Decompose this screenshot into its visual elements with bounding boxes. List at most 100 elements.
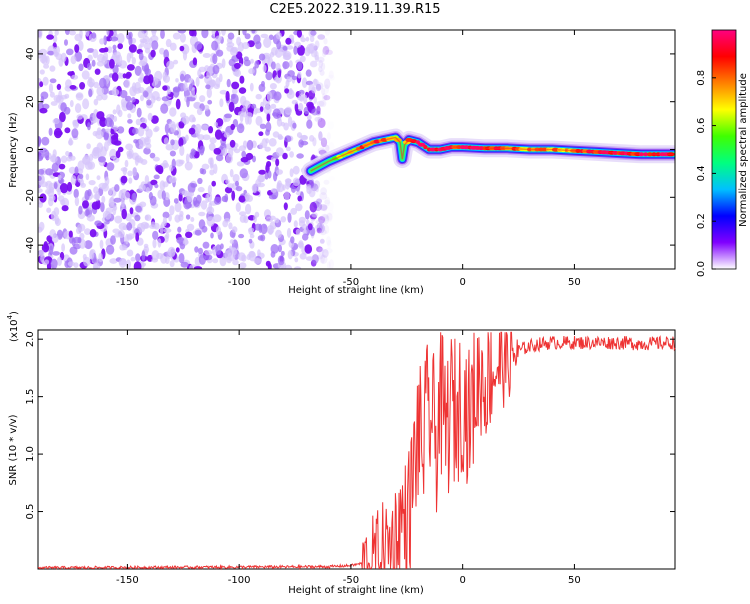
spectrogram-noise-cell — [152, 238, 157, 249]
spectrogram-noise-cell — [236, 161, 245, 167]
spectrogram-noise-cell — [49, 78, 57, 84]
spectrogram-noise-cell — [204, 254, 213, 261]
spectrogram-noise-cell — [92, 48, 99, 59]
spectrogram-noise-cell — [322, 205, 328, 212]
spectrogram-noise-cell — [144, 68, 151, 76]
spectrogram-noise-cell — [320, 137, 328, 148]
spectrogram-noise-cell — [315, 83, 322, 92]
spectrogram-noise-cell — [129, 207, 134, 215]
spectrogram-noise-cell — [268, 138, 277, 147]
spectrogram-noise-cell — [185, 202, 193, 209]
spectrogram-noise-cell — [186, 96, 190, 108]
spectrogram-noise-cell — [125, 101, 134, 111]
spectrogram-noise-cell — [39, 181, 49, 188]
spectrogram-noise-cell — [292, 177, 300, 187]
spectrogram-noise-cell — [145, 187, 150, 193]
spectrogram-noise-cell — [321, 213, 329, 220]
spectrogram-noise-cell — [214, 121, 219, 127]
spectrogram-noise-cell — [280, 216, 287, 223]
spectrogram-noise-cell — [170, 123, 177, 133]
spectrogram-noise-cell — [88, 180, 96, 186]
spectrogram-noise-cell — [60, 52, 67, 63]
colorbar-tick-label: 0.6 — [696, 118, 707, 134]
spectrogram-noise-cell — [329, 176, 335, 181]
spectrogram-noise-cell — [298, 89, 305, 96]
spectrogram-noise-cell — [180, 112, 187, 119]
spectrogram-noise-cell — [74, 103, 82, 114]
spectrogram-noise-cell — [224, 186, 233, 194]
spectrogram-noise-cell — [82, 200, 89, 209]
spectrogram-noise-cell — [244, 33, 251, 40]
spectrogram-noise-cell — [77, 223, 86, 232]
colorbar-tick-label: 0.2 — [696, 213, 707, 229]
spectrogram-noise-cell — [212, 64, 220, 75]
spectrogram-noise-cell — [81, 70, 90, 80]
spectrogram-noise-cell — [38, 136, 41, 147]
spectrogram-y-label: Frequency (Hz) — [8, 112, 19, 188]
spectrogram-noise-cell — [258, 131, 264, 136]
spectrogram-noise-cell — [211, 180, 216, 187]
spectrogram-noise-cell — [232, 259, 239, 266]
spectrogram-noise-cell — [315, 185, 319, 193]
spectrogram-noise-cell — [326, 213, 333, 221]
spectrogram-noise-cell — [66, 48, 74, 56]
spectrogram-noise-cell — [176, 236, 185, 244]
spectrogram-noise-cell — [49, 245, 53, 256]
snr-x-ticks: -150 -100 -50 0 50 — [116, 330, 581, 586]
colorbar-label: Normalized spectral amplitude — [738, 73, 749, 227]
spectrogram-noise-cell — [44, 149, 50, 159]
spectrogram-noise-cell — [213, 214, 222, 223]
spectrogram-noise-cell — [128, 177, 133, 184]
spectrogram-noise-cell — [309, 135, 315, 142]
spectrogram-noise-cell — [230, 93, 236, 100]
spectrogram-y-ticks: -40 -20 0 20 40 — [25, 48, 675, 253]
spectrogram-noise-cell — [143, 42, 152, 50]
spectrogram-noise-cell — [204, 75, 213, 84]
spectrogram-noise-cell — [49, 155, 58, 163]
spectrogram-noise-cell — [94, 68, 101, 75]
spectrogram-noise-cell — [215, 226, 222, 236]
spectrogram-noise-cell — [254, 60, 260, 69]
spectrogram-noise-cell — [131, 192, 137, 203]
spectrogram-noise-cell — [287, 212, 292, 223]
spectrogram-noise-cell — [117, 229, 125, 239]
spectrogram-noise-cell — [324, 215, 330, 222]
spectrogram-noise-cell — [317, 118, 326, 128]
spectrogram-noise-cell — [219, 89, 228, 95]
spectrogram-noise-cell — [295, 228, 301, 236]
spectrogram-noise-cell — [68, 137, 73, 146]
spectrogram-noise-cell — [227, 183, 235, 189]
spectrogram-noise-cell — [291, 75, 297, 81]
spectrogram-noise-cell — [248, 68, 255, 75]
spectrogram-noise-cell — [250, 58, 254, 64]
spectrogram-noise-cell — [182, 50, 188, 61]
spectrogram-noise-cell — [284, 106, 292, 116]
spectrogram-noise-cell — [229, 139, 236, 148]
spectrogram-noise-cell — [185, 231, 193, 238]
spectrogram-noise-cell — [296, 45, 306, 56]
spectrogram-noise-cell — [317, 34, 326, 40]
spectrogram-noise-cell — [275, 147, 284, 157]
spectrogram-noise-cell — [110, 134, 119, 145]
spectrogram-noise-cell — [276, 182, 281, 193]
spectrogram-noise-cell — [67, 261, 75, 267]
spectrogram-noise-cell — [193, 196, 198, 206]
spectrogram-noise-cell — [127, 170, 133, 177]
spectrogram-noise-cell — [203, 104, 210, 111]
spectrogram-noise-cell — [141, 117, 148, 125]
spectrogram-noise-cell — [318, 216, 326, 224]
spectrogram-noise-cell — [251, 30, 256, 34]
spectrogram-noise-cell — [279, 107, 284, 114]
spectrogram-noise-cell — [316, 198, 323, 204]
snr-frame — [37, 329, 676, 570]
spectrogram-noise-cell — [311, 254, 319, 264]
spectrogram-noise-cell — [86, 62, 92, 71]
spectrogram-noise-cell — [145, 128, 153, 139]
spectrogram-noise-cell — [65, 150, 70, 157]
spectrogram-noise-cell — [195, 76, 200, 87]
snr-multiplier-base: (x10 — [9, 319, 20, 342]
spectrogram-noise-cell — [213, 196, 222, 205]
spectrogram-noise-cell — [165, 144, 174, 151]
spectrogram-noise-cell — [99, 38, 105, 45]
spectrogram-noise-cell — [38, 249, 45, 257]
